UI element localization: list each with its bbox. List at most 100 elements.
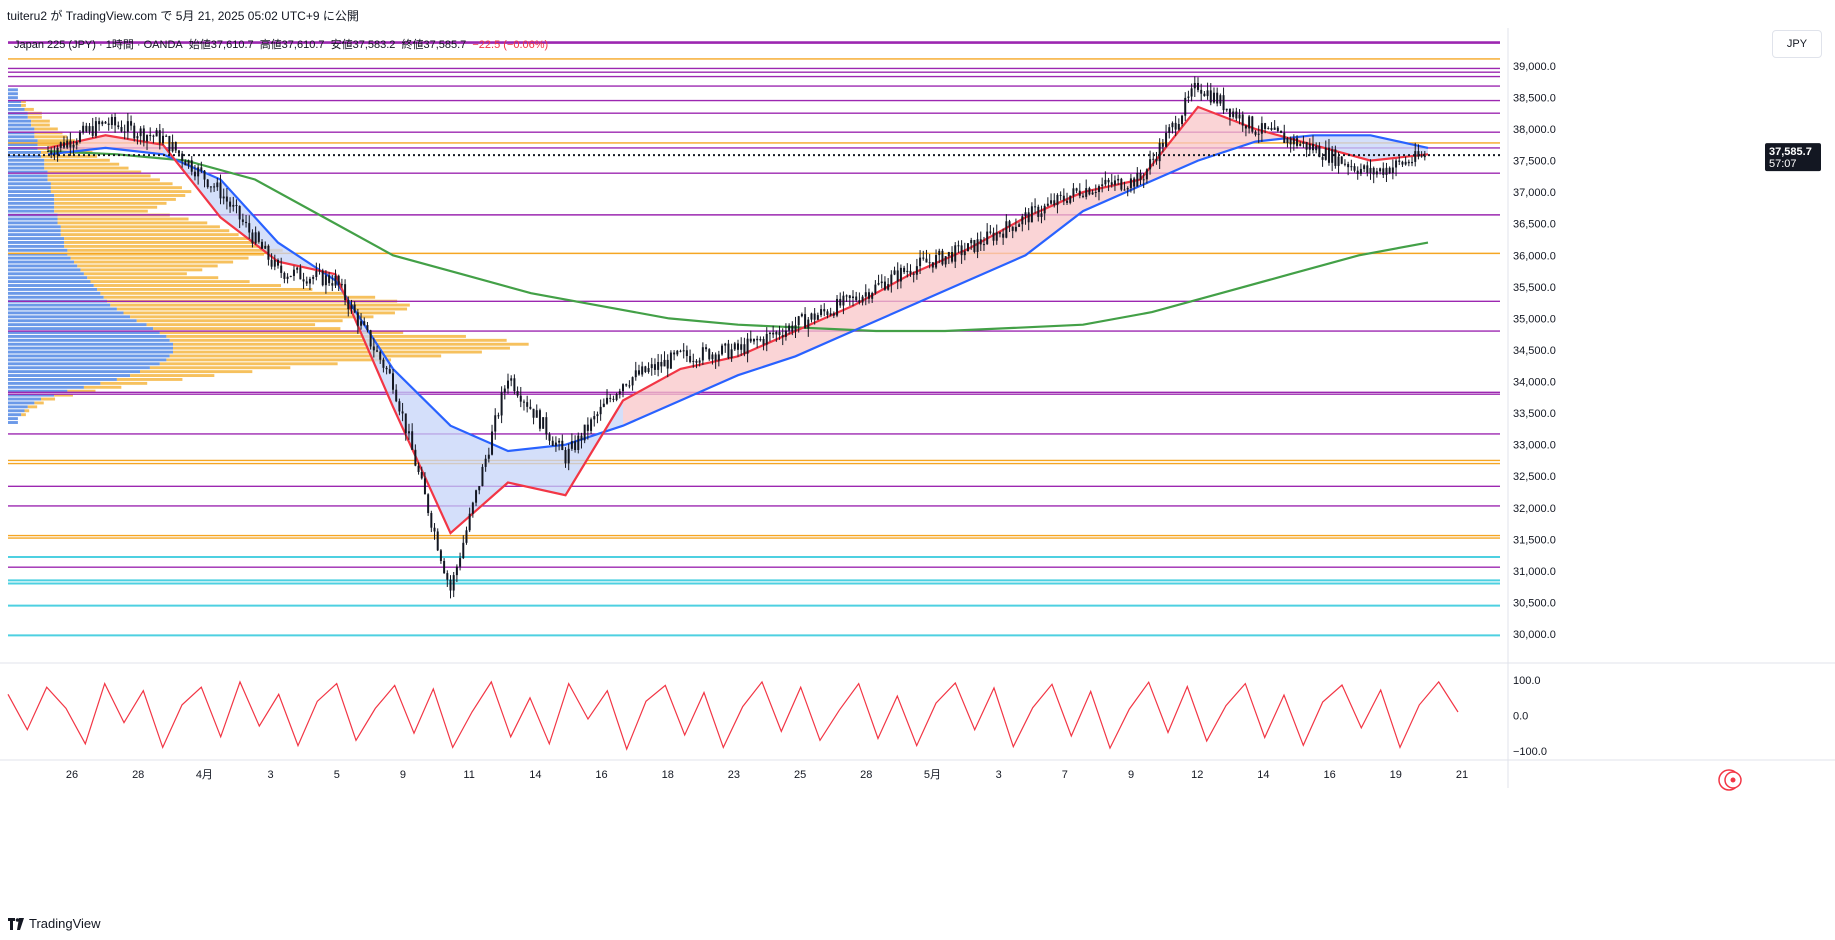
candle-body [1190, 88, 1193, 97]
candle-body [733, 343, 736, 350]
candle-body [606, 397, 609, 404]
price-axis[interactable]: 39,000.0 38,500.0 38,000.0 37,500.0 37,000.0… [0, 28, 1835, 788]
candle-body [698, 360, 701, 363]
chart-canvas[interactable]: 39,000.0 38,500.0 38,000.0 37,500.0 37,000.0… [0, 28, 1835, 912]
candle-body [187, 160, 190, 166]
candle-body [912, 273, 915, 275]
candle-body [1181, 115, 1184, 124]
vp-down-bar [60, 233, 239, 237]
vp-up-bar [8, 268, 81, 272]
vp-up-bar [8, 166, 45, 170]
vp-up-bar [8, 241, 65, 244]
candle-body [1289, 138, 1292, 145]
vp-down-bar [21, 413, 26, 417]
x-tick-label: 23 [728, 769, 740, 781]
vp-down-bar [67, 252, 264, 256]
candle-body [101, 121, 104, 125]
y-tick-label: 33,500.0 [1513, 408, 1556, 420]
candle-body [245, 221, 248, 224]
osc-tick-label: 100.0 [1513, 675, 1541, 687]
candle-body [50, 151, 53, 154]
vp-up-bar [8, 358, 167, 362]
candle-body [1420, 155, 1423, 157]
candle-body [1014, 226, 1017, 231]
candle-body [909, 270, 912, 274]
candle-body [759, 339, 762, 341]
candle-body [136, 136, 139, 139]
candle-body [507, 380, 509, 389]
vp-down-bar [159, 362, 338, 366]
candle-body [1107, 179, 1110, 183]
candle-body [75, 142, 78, 145]
vp-up-bar [8, 150, 41, 154]
y-tick-label: 36,000.0 [1513, 250, 1556, 262]
currency-button[interactable]: JPY [1772, 30, 1822, 58]
vp-up-bar [8, 100, 22, 104]
candle-body [529, 406, 532, 409]
candle-body [149, 135, 152, 137]
candle-body [443, 560, 446, 574]
candle-body [235, 204, 238, 207]
candle-body [583, 424, 586, 441]
brand[interactable]: TradingView [8, 916, 101, 931]
candle-body [184, 160, 187, 166]
vp-up-bar [8, 88, 18, 92]
vp-up-bar [8, 272, 84, 276]
price-tag-price: 37,585.7 [1769, 146, 1812, 158]
cloud-segment [795, 305, 853, 357]
candle-body [120, 127, 123, 132]
candle-body [826, 311, 829, 316]
candle-body [1401, 161, 1404, 165]
candle-body [992, 232, 995, 241]
candle-body [251, 232, 254, 244]
candle-body [1097, 186, 1100, 193]
vp-down-bar [67, 248, 283, 252]
vp-up-bar [8, 205, 55, 209]
candle-body [449, 579, 452, 591]
candle-body [791, 325, 794, 332]
candle-body [1126, 188, 1129, 190]
cloud-segment [968, 217, 1026, 281]
legend-symbol[interactable]: Japan 225 (JPY) · 1時間 · OANDA [14, 39, 183, 51]
candle-body [574, 441, 577, 450]
x-tick-label: 4月 [196, 769, 213, 781]
vp-down-bar [80, 268, 203, 272]
vp-up-bar [8, 303, 111, 307]
x-tick-label: 25 [794, 769, 806, 781]
candle-body [420, 471, 423, 479]
candle-body [270, 259, 273, 267]
candle-body [784, 330, 787, 337]
candle-body [1350, 166, 1353, 168]
cloud-segment [393, 368, 451, 534]
candle-body [804, 314, 807, 329]
candle-body [925, 258, 928, 263]
candle-body [960, 245, 963, 256]
candle-body [938, 250, 941, 256]
candle-body [1155, 158, 1158, 162]
candle-body [1407, 161, 1410, 164]
time-axis[interactable]: 26 28 4月 3 5 9 11 14 16 18 23 25 28 5月 3 7 9 12 14 16 19 21 [66, 769, 1468, 781]
candle-body [612, 398, 615, 400]
candle-body [852, 296, 854, 299]
candle-body [558, 440, 561, 443]
x-tick-label: 3 [996, 769, 1002, 781]
candle-body [382, 359, 385, 368]
candle-body [628, 385, 631, 387]
candle-body [232, 204, 235, 207]
candle-body [631, 377, 634, 386]
candle-body [360, 321, 363, 326]
candle-body [478, 486, 481, 491]
candle-body [1382, 168, 1385, 175]
alert-icon[interactable] [1718, 769, 1742, 791]
candle-body [644, 366, 647, 372]
vp-down-bar [54, 205, 158, 209]
symbol-legend[interactable]: Japan 225 (JPY) · 1時間 · OANDA 始値37,610.7… [14, 36, 551, 52]
y-tick-label: 35,000.0 [1513, 313, 1556, 325]
vp-down-bar [130, 374, 215, 377]
candle-body [1113, 180, 1116, 185]
candle-body [1411, 161, 1414, 164]
x-tick-label: 16 [1323, 769, 1335, 781]
candle-body [1414, 151, 1417, 162]
candle-body [171, 141, 174, 152]
candle-body [510, 378, 513, 381]
